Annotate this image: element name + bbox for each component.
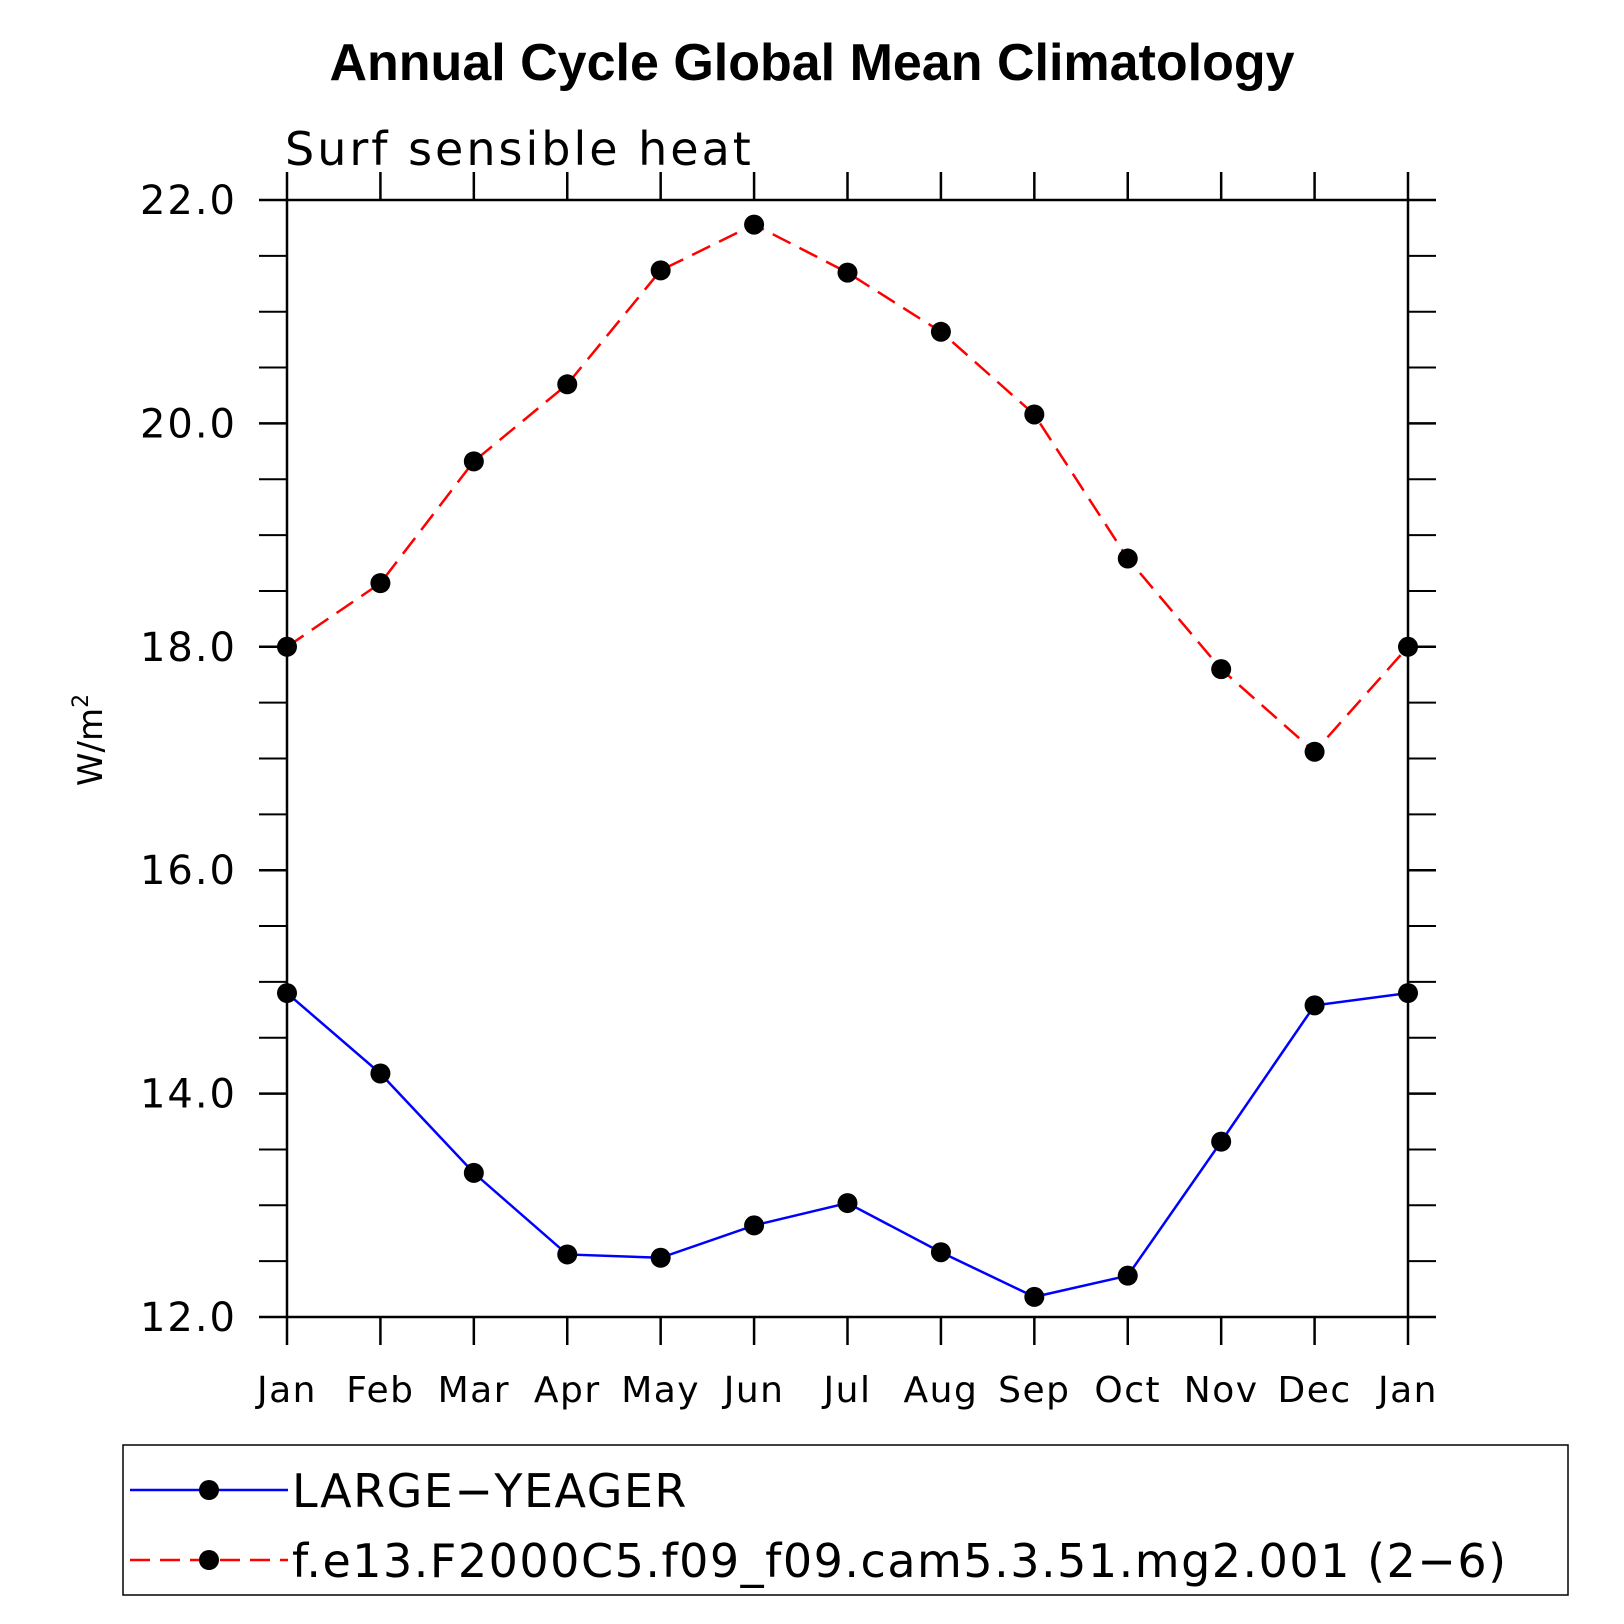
x-tick-label: Jul <box>822 1370 872 1411</box>
legend-label: f.e13.F2000C5.f09_f09.cam5.3.51.mg2.001 … <box>292 1534 1508 1588</box>
x-tick-label: Nov <box>1184 1370 1259 1411</box>
x-tick-label: Jan <box>255 1370 317 1411</box>
data-point <box>277 636 297 657</box>
x-tick-label: Mar <box>438 1370 510 1411</box>
data-point <box>463 1162 484 1183</box>
y-tick-label: 20.0 <box>140 401 237 447</box>
legend-marker <box>199 1480 219 1500</box>
x-tick-label: Dec <box>1277 1370 1351 1411</box>
data-point <box>1211 1131 1232 1152</box>
y-axis-label-superscript: 2 <box>69 694 94 708</box>
data-point <box>1304 995 1325 1016</box>
data-point <box>370 1063 391 1084</box>
data-point <box>1211 659 1232 680</box>
legend-item-1: LARGE−YEAGER <box>130 1464 688 1518</box>
data-point <box>650 260 671 281</box>
x-tick-label: Oct <box>1094 1370 1161 1411</box>
data-point <box>1024 1286 1045 1307</box>
series-layer <box>277 214 1418 1307</box>
chart-subtitle: Surf sensible heat <box>285 122 754 176</box>
data-point <box>744 1215 765 1236</box>
data-point <box>930 321 951 342</box>
data-point <box>930 1242 951 1263</box>
y-axis-label: W/m2 <box>69 694 111 786</box>
series-line <box>286 991 1409 1299</box>
x-tick-label: Aug <box>904 1370 979 1411</box>
legend-box <box>122 1444 1569 1596</box>
y-tick-label: 14.0 <box>140 1072 237 1118</box>
legend: LARGE−YEAGER f.e13.F2000C5.f09_f09.cam5.3… <box>122 1444 1569 1596</box>
legend-item-2: f.e13.F2000C5.f09_f09.cam5.3.51.mg2.001 … <box>130 1534 1508 1588</box>
y-tick-label: 18.0 <box>140 625 237 671</box>
data-point <box>1117 1265 1138 1286</box>
data-point <box>837 1193 858 1214</box>
y-tick-label: 12.0 <box>140 1295 237 1341</box>
data-point <box>650 1247 671 1268</box>
chart-title: Annual Cycle Global Mean Climatology <box>329 34 1294 92</box>
x-tick-label: Jun <box>722 1370 785 1411</box>
series-line <box>286 223 1409 754</box>
x-tick-label: Jan <box>1376 1370 1438 1411</box>
data-point <box>1398 636 1418 657</box>
x-tick-label: Apr <box>534 1370 601 1411</box>
data-point <box>1024 404 1045 425</box>
legend-label: LARGE−YEAGER <box>292 1464 688 1518</box>
data-point <box>1304 741 1325 762</box>
data-point <box>557 1244 578 1265</box>
data-point <box>370 573 391 594</box>
svg-text:W/m2: W/m2 <box>69 694 111 786</box>
y-axis-label-text: W/m <box>71 708 111 786</box>
y-tick-label: 16.0 <box>140 848 237 894</box>
data-point <box>837 262 858 283</box>
data-point <box>744 214 765 235</box>
x-tick-label: Feb <box>346 1370 414 1411</box>
legend-marker <box>199 1550 219 1570</box>
data-point <box>557 374 578 395</box>
series-1 <box>277 983 1418 1307</box>
data-point <box>1117 548 1138 569</box>
x-tick-label: Sep <box>998 1370 1070 1411</box>
data-point <box>463 451 484 472</box>
data-point <box>277 983 297 1004</box>
y-tick-label: 22.0 <box>140 178 237 224</box>
axes: Jan Feb Mar Apr May Jun Jul Aug Sep Oct Nov Dec Jan 1… <box>140 172 1438 1411</box>
x-tick-label: May <box>621 1370 700 1411</box>
series-2 <box>277 214 1418 762</box>
plot-frame <box>285 198 1410 1319</box>
data-point <box>1398 983 1418 1004</box>
